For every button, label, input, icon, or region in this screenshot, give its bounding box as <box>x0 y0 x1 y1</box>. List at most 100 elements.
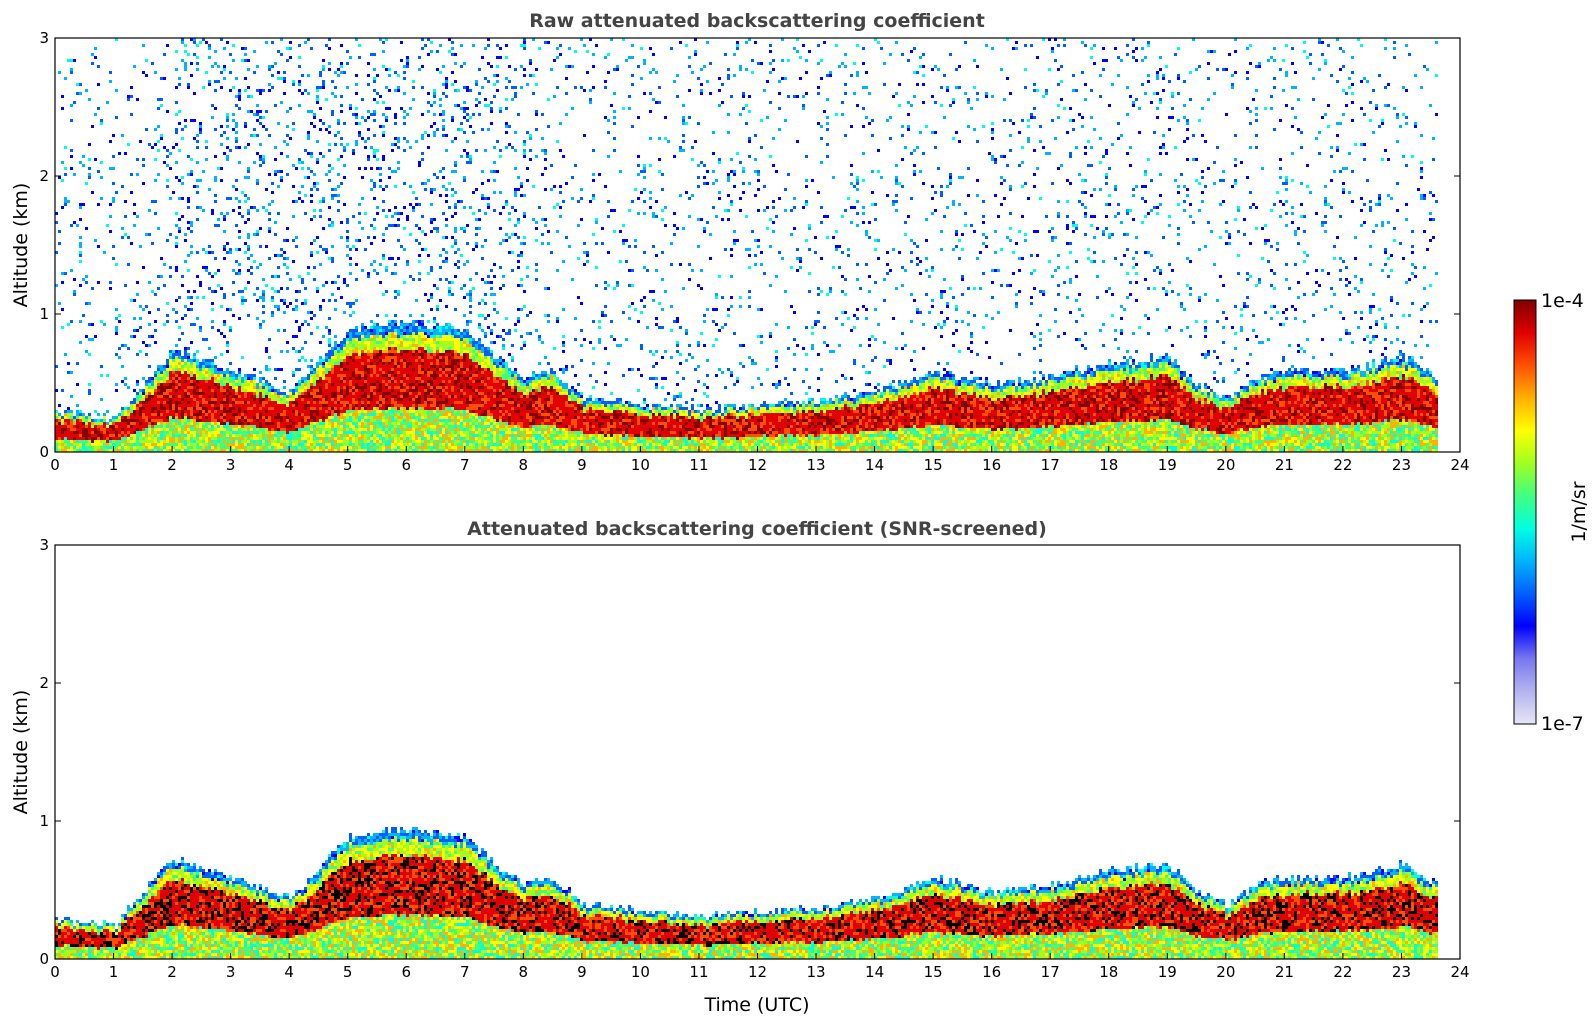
heatmap-cell <box>163 161 166 164</box>
heatmap-cell <box>199 446 202 449</box>
heatmap-cell <box>100 428 103 431</box>
heatmap-cell <box>214 107 217 110</box>
heatmap-cell <box>217 443 220 446</box>
heatmap-cell <box>190 119 193 122</box>
heatmap-cell <box>232 401 235 404</box>
heatmap-cell <box>190 431 193 434</box>
heatmap-cell <box>283 263 286 266</box>
heatmap-cell <box>400 329 403 332</box>
heatmap-cell <box>172 377 175 380</box>
heatmap-cell <box>394 377 397 380</box>
heatmap-cell <box>259 377 262 380</box>
heatmap-cell <box>217 80 220 83</box>
heatmap-cell <box>175 245 178 248</box>
heatmap-cell <box>67 425 70 428</box>
heatmap-cell <box>397 218 400 221</box>
heatmap-cell <box>238 434 241 437</box>
heatmap-cell <box>367 275 370 278</box>
heatmap-cell <box>313 374 316 377</box>
heatmap-cell <box>337 350 340 353</box>
heatmap-cell <box>112 440 115 443</box>
heatmap-cell <box>340 95 343 98</box>
heatmap-cell <box>280 152 283 155</box>
heatmap-cell <box>298 191 301 194</box>
heatmap-cell <box>148 383 151 386</box>
heatmap-cell <box>313 371 316 374</box>
heatmap-cell <box>379 329 382 332</box>
heatmap-cell <box>61 440 64 443</box>
heatmap-cell <box>418 338 421 341</box>
heatmap-cell <box>364 335 367 338</box>
heatmap-cell <box>277 395 280 398</box>
heatmap-cell <box>385 425 388 428</box>
heatmap-cell <box>202 374 205 377</box>
heatmap-cell <box>379 368 382 371</box>
heatmap-cell <box>178 371 181 374</box>
heatmap-cell <box>397 392 400 395</box>
heatmap-cell <box>343 443 346 446</box>
heatmap-cell <box>292 371 295 374</box>
heatmap-cell <box>367 359 370 362</box>
heatmap-cell <box>415 389 418 392</box>
heatmap-cell <box>133 398 136 401</box>
heatmap-cell <box>244 407 247 410</box>
heatmap-cell <box>175 419 178 422</box>
heatmap-cell <box>355 416 358 419</box>
heatmap-cell <box>331 386 334 389</box>
heatmap-cell <box>205 362 208 365</box>
heatmap-cell <box>217 224 220 227</box>
heatmap-cell <box>109 281 112 284</box>
heatmap-cell <box>370 377 373 380</box>
heatmap-cell <box>400 428 403 431</box>
heatmap-cell <box>307 407 310 410</box>
heatmap-cell <box>406 404 409 407</box>
heatmap-cell <box>244 413 247 416</box>
heatmap-cell <box>391 383 394 386</box>
heatmap-cell <box>166 359 169 362</box>
heatmap-cell <box>352 350 355 353</box>
heatmap-cell <box>337 200 340 203</box>
heatmap-cell <box>214 179 217 182</box>
heatmap-cell <box>226 380 229 383</box>
heatmap-cell <box>100 197 103 200</box>
heatmap-cell <box>358 428 361 431</box>
heatmap-cell <box>148 440 151 443</box>
heatmap-cell <box>298 290 301 293</box>
heatmap-cell <box>277 437 280 440</box>
heatmap-cell <box>337 416 340 419</box>
heatmap-cell <box>160 380 163 383</box>
heatmap-cell <box>397 86 400 89</box>
heatmap-cell <box>253 383 256 386</box>
heatmap-cell <box>391 143 394 146</box>
heatmap-cell <box>295 410 298 413</box>
heatmap-cell <box>358 413 361 416</box>
heatmap-cell <box>418 203 421 206</box>
heatmap-cell <box>310 383 313 386</box>
heatmap-cell <box>157 365 160 368</box>
heatmap-cell <box>388 74 391 77</box>
heatmap-cell <box>403 350 406 353</box>
heatmap-cell <box>421 446 424 449</box>
heatmap-cell <box>214 272 217 275</box>
heatmap-cell <box>133 440 136 443</box>
heatmap-cell <box>97 425 100 428</box>
heatmap-cell <box>226 395 229 398</box>
heatmap-cell <box>325 251 328 254</box>
heatmap-cell <box>376 446 379 449</box>
heatmap-cell <box>154 413 157 416</box>
heatmap-cell <box>319 425 322 428</box>
heatmap-cell <box>367 431 370 434</box>
heatmap-cell <box>67 413 70 416</box>
heatmap-cell <box>253 113 256 116</box>
heatmap-cell <box>424 344 427 347</box>
heatmap-cell <box>400 41 403 44</box>
heatmap-cell <box>76 443 79 446</box>
heatmap-cell <box>367 425 370 428</box>
heatmap-cell <box>295 443 298 446</box>
heatmap-cell <box>181 275 184 278</box>
heatmap-cell <box>349 365 352 368</box>
heatmap-cell <box>385 227 388 230</box>
heatmap-cell <box>70 443 73 446</box>
heatmap-cell <box>418 242 421 245</box>
heatmap-cell <box>214 89 217 92</box>
